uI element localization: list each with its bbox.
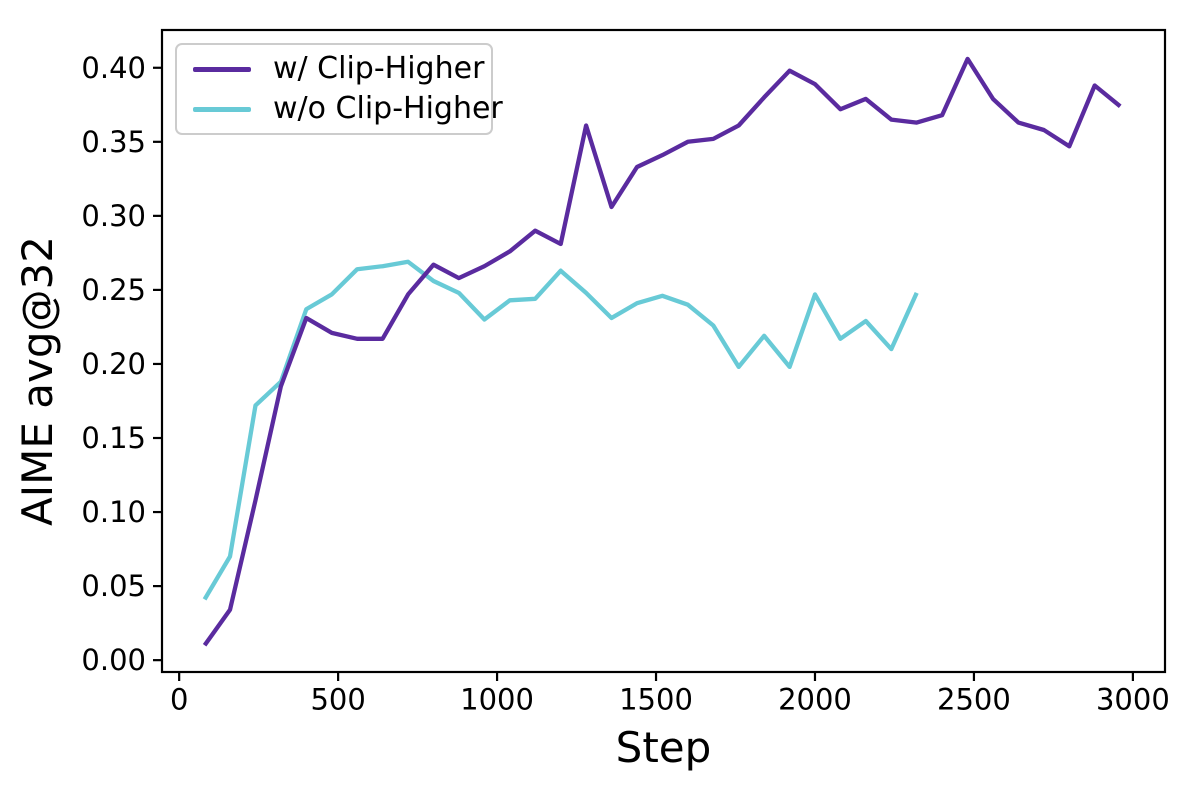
- y-tick-label: 0.30: [81, 199, 146, 233]
- y-tick-label: 0.35: [81, 125, 146, 159]
- y-axis-label: AIME avg@32: [13, 236, 62, 526]
- legend-item-wo-clip-higher: w/o Clip-Higher: [193, 94, 503, 124]
- x-tick-label: 2000: [778, 683, 852, 717]
- y-tick-label: 0.25: [81, 273, 146, 307]
- y-tick-label: 0.40: [81, 51, 146, 85]
- y-tick-label: 0.15: [81, 421, 146, 455]
- y-tick-label: 0.00: [81, 643, 146, 677]
- y-tick-label: 0.05: [81, 569, 146, 603]
- legend-line-wo-clip-higher: [193, 106, 251, 112]
- y-tick-label: 0.10: [81, 495, 146, 529]
- x-axis-label: Step: [616, 723, 712, 772]
- legend-item-w-clip-higher: w/ Clip-Higher: [193, 51, 485, 86]
- series-line-wo-clip-higher: [202, 259, 919, 601]
- x-tick-label: 1500: [619, 683, 693, 717]
- x-tick-label: 500: [310, 683, 365, 717]
- legend-line-w-clip-higher: [193, 66, 251, 72]
- legend-label-wo-clip-higher: w/o Clip-Higher: [273, 91, 503, 126]
- x-tick-label: 0: [170, 683, 188, 717]
- legend-label-w-clip-higher: w/ Clip-Higher: [273, 51, 485, 86]
- y-tick-label: 0.20: [81, 347, 146, 381]
- series-line-w-clip-higher: [202, 56, 1122, 647]
- x-tick-label: 1000: [460, 683, 534, 717]
- axes-spines: [160, 28, 1167, 674]
- legend: w/ Clip-Higher w/o Clip-Higher: [175, 43, 503, 135]
- x-tick-label: 3000: [1096, 683, 1170, 717]
- x-tick-label: 2500: [937, 683, 1011, 717]
